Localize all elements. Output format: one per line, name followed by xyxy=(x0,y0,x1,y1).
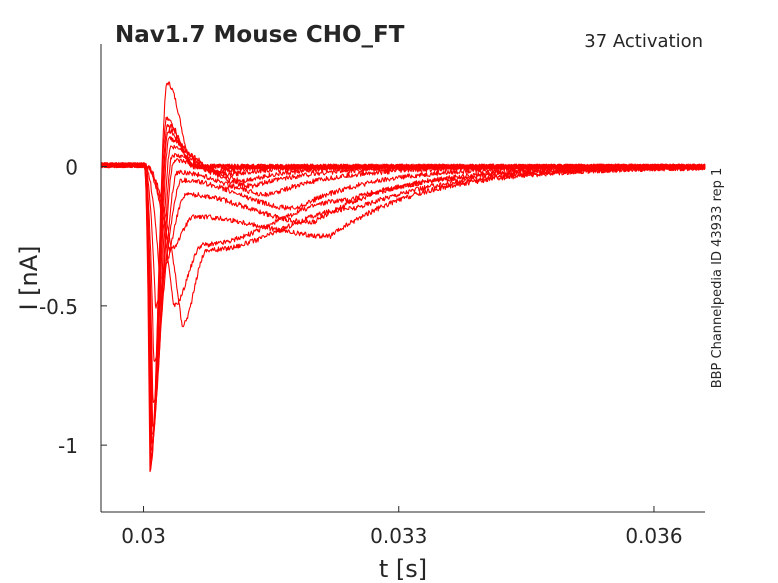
current-trace-14 xyxy=(100,162,706,308)
x-tick-label: 0.033 xyxy=(370,524,427,548)
current-trace-12 xyxy=(100,162,706,253)
y-tick-label: 0 xyxy=(65,156,78,180)
chart-subtitle: 37 Activation xyxy=(584,31,703,52)
side-id-label: BBP Channelpedia ID 43933 rep 1 xyxy=(710,168,725,389)
chart-title: Nav1.7 Mouse CHO_FT xyxy=(115,22,405,48)
x-tick-label: 0.036 xyxy=(625,524,682,548)
x-tick-label: 0.03 xyxy=(121,524,166,548)
current-trace-1 xyxy=(100,81,706,473)
y-ticks-group: 0 -0.5 -1 xyxy=(39,156,107,458)
plot-area: 0.03 0.033 0.036 0 -0.5 -1 xyxy=(39,44,706,548)
y-tick-label: -1 xyxy=(58,434,78,458)
traces-group xyxy=(100,81,706,473)
x-ticks-group: 0.03 0.033 0.036 xyxy=(121,506,683,548)
x-axis-label: t [s] xyxy=(379,555,427,583)
current-trace-8 xyxy=(100,158,706,403)
current-trace-5 xyxy=(100,135,706,444)
y-tick-label: -0.5 xyxy=(39,295,78,319)
y-axis-label: I [nA] xyxy=(15,245,43,310)
current-trace-6 xyxy=(100,144,706,435)
